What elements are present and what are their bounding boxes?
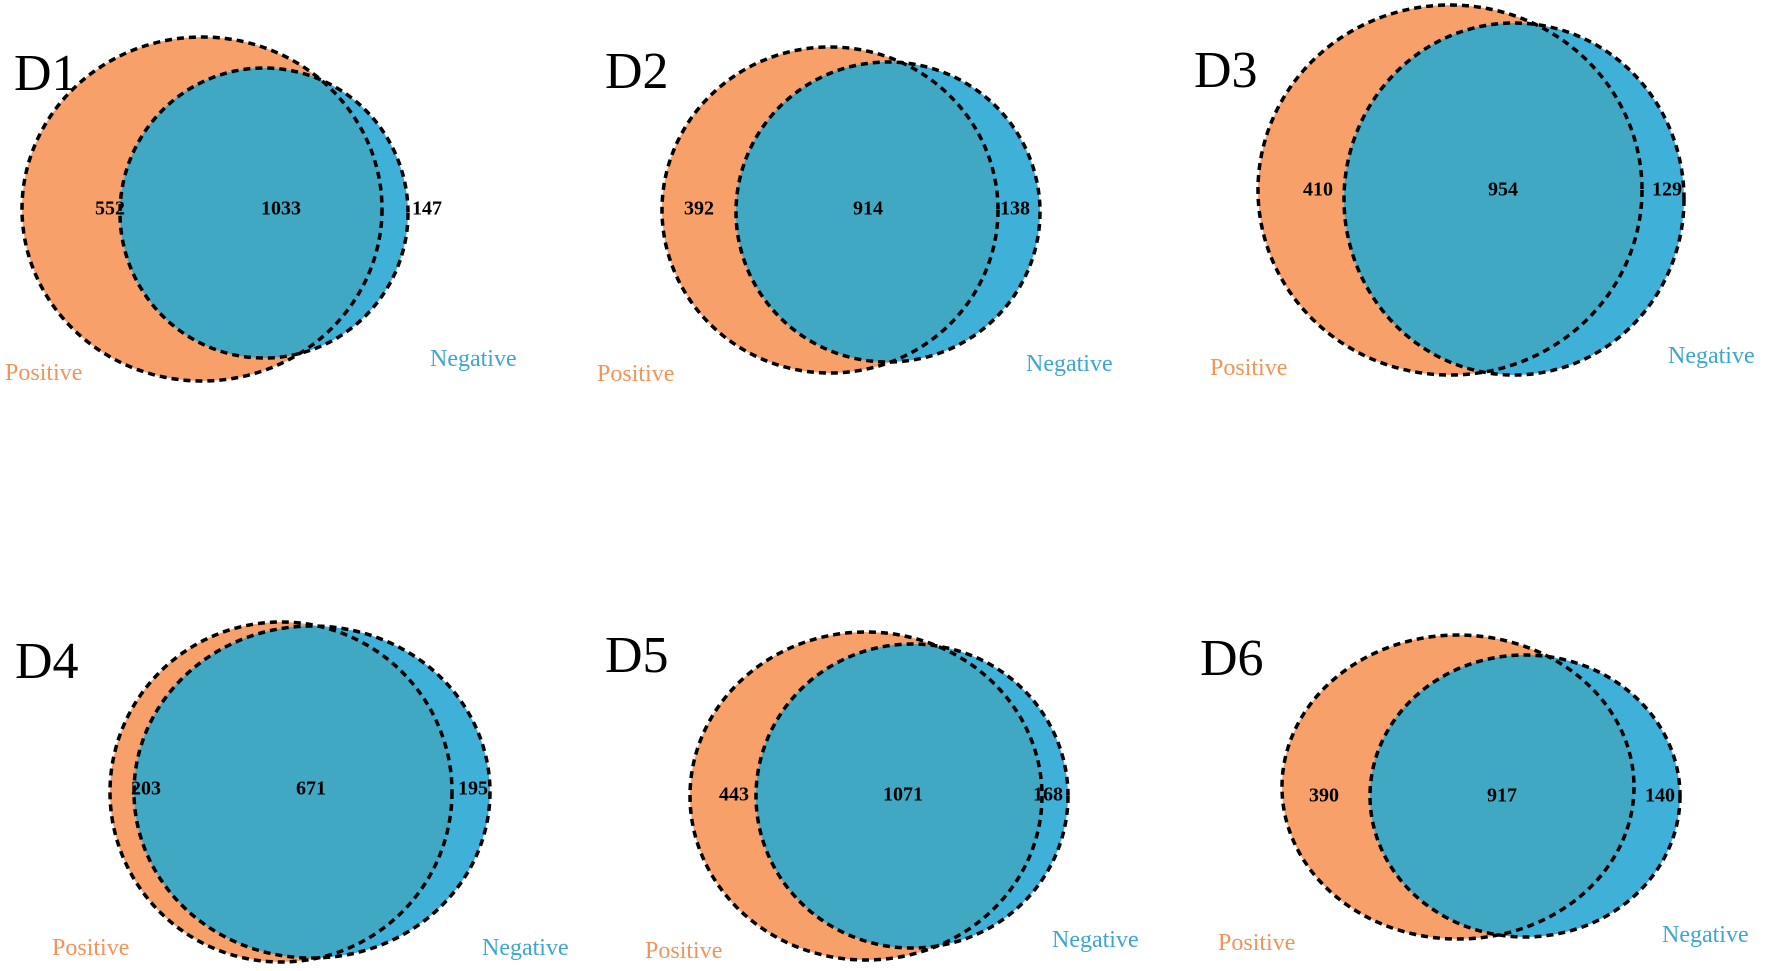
negative-set-outline (1342, 21, 1686, 377)
negative-set-outline (132, 624, 492, 960)
negative-set-outline (754, 642, 1070, 950)
positive-only-count: 392 (684, 198, 714, 220)
venn-panel-d3: D3 410 954 129 Positive Negative (1194, 3, 1755, 381)
overlap-count: 671 (296, 778, 326, 800)
positive-only-count: 552 (95, 198, 125, 220)
panel-title: D5 (605, 627, 669, 684)
panel-title: D3 (1194, 42, 1258, 99)
negative-only-count: 138 (1000, 198, 1030, 220)
overlap-region (134, 626, 452, 958)
panel-title: D4 (15, 633, 79, 690)
negative-only-count: 195 (458, 778, 488, 800)
positive-set-outline (20, 35, 384, 383)
venn-panel-d4: D4 203 671 195 Positive Negative (15, 620, 569, 964)
positive-set-label: Positive (1218, 930, 1295, 956)
overlap-region (120, 68, 382, 358)
negative-set-label: Negative (1052, 927, 1139, 953)
negative-set-outline (118, 66, 410, 360)
panel-title: D1 (14, 45, 78, 102)
positive-set-label: Positive (52, 935, 129, 961)
positive-set-label: Positive (5, 360, 82, 386)
overlap-count: 1071 (883, 784, 923, 806)
panel-title: D2 (605, 43, 669, 100)
overlap-count: 914 (853, 198, 883, 220)
overlap-count: 917 (1487, 785, 1517, 807)
positive-only-count: 443 (719, 784, 749, 806)
panel-title: D6 (1200, 630, 1264, 687)
negative-set-label: Negative (482, 935, 569, 961)
negative-set-label: Negative (1662, 922, 1749, 948)
overlap-count: 1033 (261, 198, 301, 220)
negative-only-count: 147 (412, 198, 442, 220)
negative-set-label: Negative (1026, 351, 1113, 377)
positive-set-label: Positive (645, 938, 722, 964)
overlap-region (1370, 655, 1634, 937)
positive-only-count: 410 (1303, 179, 1333, 201)
negative-set-outline (734, 60, 1042, 364)
positive-set-outline (688, 630, 1044, 962)
venn-panel-d5: D5 443 1071 168 Positive Negative (605, 627, 1139, 964)
negative-set-outline (1368, 653, 1682, 939)
venn-panel-d1: D1 552 1033 147 Positive Negative (5, 35, 517, 386)
negative-set-label: Negative (430, 346, 517, 372)
negative-set-label: Negative (1668, 343, 1755, 369)
positive-set-outline (660, 45, 1000, 375)
positive-set-outline (108, 620, 454, 964)
positive-set-outline (1280, 633, 1636, 941)
negative-only-count: 129 (1652, 179, 1682, 201)
positive-set-outline (1256, 3, 1644, 377)
positive-only-count: 390 (1309, 785, 1339, 807)
venn-panel-d6: D6 390 917 140 Positive Negative (1200, 630, 1749, 956)
positive-set-label: Positive (597, 361, 674, 387)
negative-only-count: 168 (1033, 784, 1063, 806)
positive-set-label: Positive (1210, 355, 1287, 381)
overlap-count: 954 (1488, 179, 1518, 201)
venn-panel-d2: D2 392 914 138 Positive Negative (597, 43, 1113, 387)
negative-only-count: 140 (1645, 785, 1675, 807)
positive-only-count: 203 (131, 778, 161, 800)
